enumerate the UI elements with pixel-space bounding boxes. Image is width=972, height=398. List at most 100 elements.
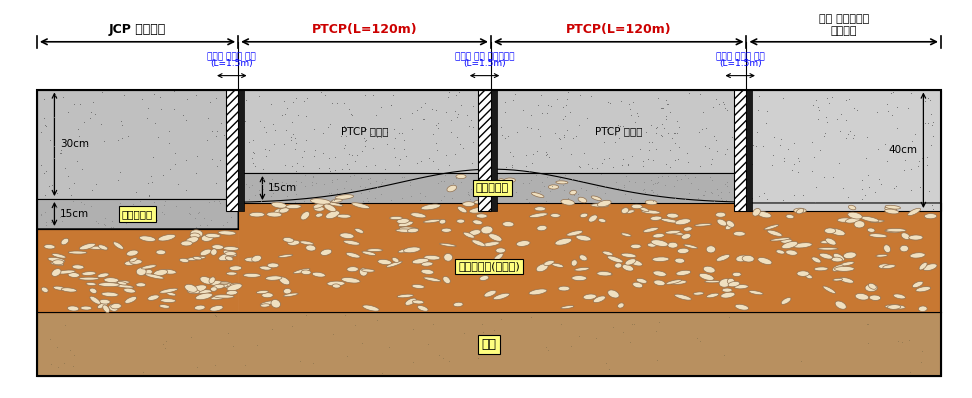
Text: 린콘크리트: 린콘크리트: [475, 183, 509, 193]
Ellipse shape: [396, 229, 416, 232]
Ellipse shape: [300, 212, 309, 220]
Ellipse shape: [726, 220, 735, 227]
Ellipse shape: [284, 289, 292, 294]
Ellipse shape: [97, 273, 109, 277]
Ellipse shape: [901, 233, 910, 240]
Ellipse shape: [496, 248, 505, 253]
Ellipse shape: [186, 256, 206, 261]
Ellipse shape: [591, 196, 602, 201]
Ellipse shape: [191, 230, 203, 238]
Ellipse shape: [532, 193, 544, 197]
Ellipse shape: [403, 247, 420, 253]
Ellipse shape: [820, 240, 833, 244]
Ellipse shape: [67, 306, 79, 311]
Ellipse shape: [503, 222, 514, 227]
Ellipse shape: [570, 190, 576, 195]
Ellipse shape: [499, 179, 508, 187]
Bar: [226, 90, 238, 211]
Ellipse shape: [472, 220, 482, 224]
Ellipse shape: [327, 281, 345, 286]
Ellipse shape: [87, 246, 108, 250]
Ellipse shape: [633, 282, 642, 288]
Ellipse shape: [870, 220, 885, 222]
Ellipse shape: [411, 213, 426, 218]
Ellipse shape: [118, 281, 127, 285]
Ellipse shape: [621, 253, 637, 258]
Ellipse shape: [622, 265, 634, 271]
Ellipse shape: [48, 258, 65, 262]
Ellipse shape: [593, 296, 606, 302]
Ellipse shape: [835, 301, 847, 309]
Bar: [746, 90, 941, 211]
Ellipse shape: [79, 277, 99, 280]
Ellipse shape: [833, 254, 845, 261]
Ellipse shape: [476, 214, 487, 218]
Ellipse shape: [758, 212, 771, 218]
Ellipse shape: [734, 285, 748, 289]
Ellipse shape: [214, 295, 234, 298]
Ellipse shape: [578, 197, 587, 203]
Bar: [238, 90, 491, 173]
Ellipse shape: [499, 185, 512, 193]
Ellipse shape: [572, 276, 587, 281]
Polygon shape: [37, 169, 941, 312]
Bar: [491, 90, 497, 211]
Ellipse shape: [733, 232, 746, 236]
Ellipse shape: [558, 286, 570, 291]
Ellipse shape: [284, 293, 298, 297]
Ellipse shape: [278, 254, 293, 258]
Ellipse shape: [608, 290, 619, 298]
Ellipse shape: [98, 283, 120, 287]
Ellipse shape: [227, 284, 242, 291]
Ellipse shape: [479, 275, 489, 281]
Ellipse shape: [854, 221, 865, 228]
Ellipse shape: [360, 268, 367, 276]
Ellipse shape: [224, 247, 239, 250]
Ellipse shape: [728, 281, 740, 287]
Ellipse shape: [117, 281, 130, 283]
Ellipse shape: [817, 248, 838, 250]
Text: 30cm: 30cm: [60, 139, 89, 149]
Ellipse shape: [412, 300, 424, 304]
Ellipse shape: [458, 207, 467, 213]
Ellipse shape: [52, 269, 61, 276]
Ellipse shape: [883, 265, 895, 269]
Ellipse shape: [139, 236, 156, 242]
Ellipse shape: [670, 280, 686, 285]
Ellipse shape: [617, 303, 624, 308]
Ellipse shape: [219, 253, 234, 261]
Ellipse shape: [260, 301, 275, 306]
Ellipse shape: [676, 270, 691, 275]
Ellipse shape: [194, 290, 212, 294]
Ellipse shape: [274, 209, 282, 214]
Bar: [734, 90, 746, 211]
Ellipse shape: [675, 294, 691, 300]
Ellipse shape: [561, 199, 574, 205]
Ellipse shape: [200, 249, 211, 256]
Ellipse shape: [794, 208, 806, 213]
Text: PTCP(L=120m): PTCP(L=120m): [312, 23, 417, 36]
Ellipse shape: [693, 292, 704, 295]
Ellipse shape: [89, 288, 97, 293]
Ellipse shape: [625, 259, 636, 265]
Ellipse shape: [705, 281, 720, 283]
Ellipse shape: [848, 212, 862, 219]
Ellipse shape: [748, 291, 763, 295]
Ellipse shape: [865, 284, 878, 292]
Ellipse shape: [68, 273, 80, 277]
Ellipse shape: [53, 286, 65, 290]
Ellipse shape: [288, 240, 299, 245]
Ellipse shape: [146, 274, 164, 279]
Ellipse shape: [213, 284, 225, 289]
Ellipse shape: [580, 213, 588, 218]
Ellipse shape: [299, 241, 314, 245]
Ellipse shape: [347, 267, 359, 272]
Ellipse shape: [72, 265, 84, 269]
Ellipse shape: [736, 255, 748, 262]
Ellipse shape: [386, 261, 402, 267]
Ellipse shape: [82, 271, 96, 275]
Ellipse shape: [665, 230, 680, 234]
Ellipse shape: [144, 269, 153, 275]
Ellipse shape: [806, 274, 813, 279]
Ellipse shape: [324, 204, 336, 212]
